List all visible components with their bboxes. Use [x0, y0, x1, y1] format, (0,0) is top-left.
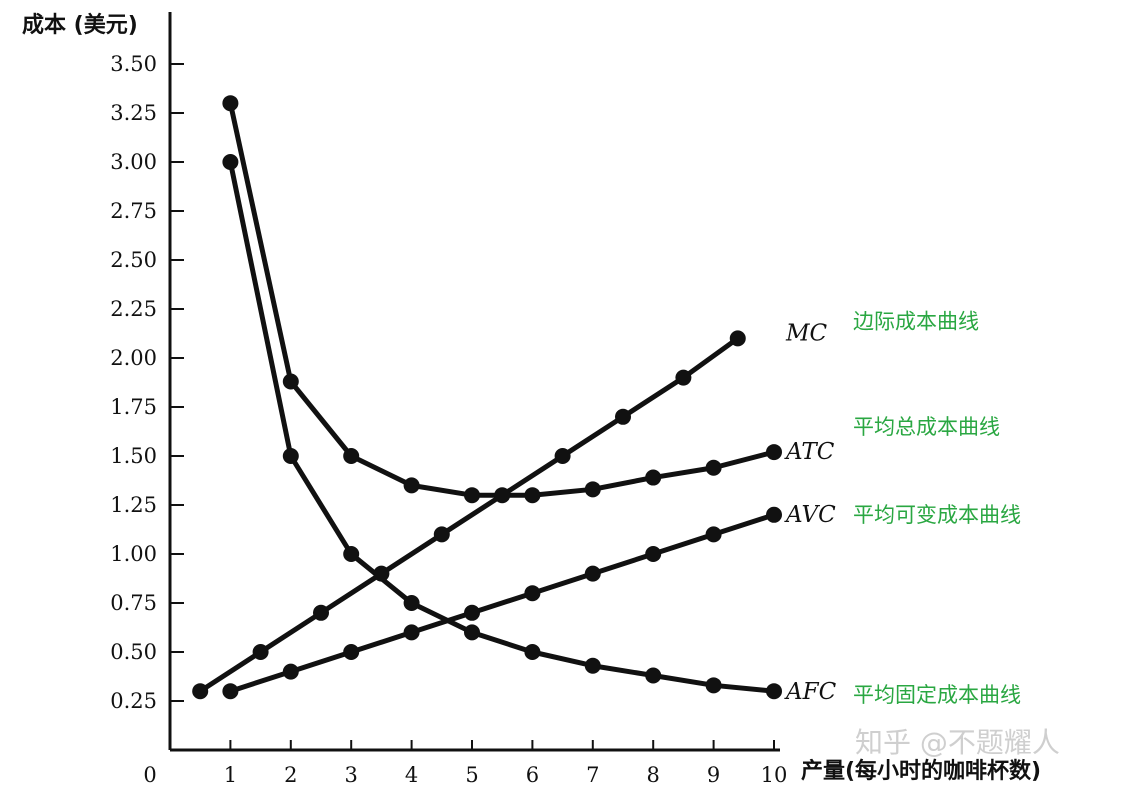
atc-point — [222, 95, 239, 112]
x-tick-label: 2 — [284, 763, 297, 787]
afc-point — [705, 677, 722, 694]
afc-series-label: 平均固定成本曲线 — [853, 683, 1021, 707]
mc-point — [252, 644, 269, 660]
avc-line — [227, 512, 777, 694]
x-tick-label: 3 — [345, 763, 358, 787]
y-tick-label: 2.50 — [110, 248, 157, 272]
avc-point — [403, 624, 420, 641]
x-tick-label: 1 — [224, 763, 237, 787]
series-lines — [197, 100, 777, 694]
mc-point — [192, 683, 209, 700]
mc-line — [197, 335, 741, 694]
watermark: 知乎 @不题耀人 — [855, 726, 1060, 759]
atc-line — [227, 100, 777, 498]
afc-point — [343, 546, 360, 562]
series-labels: MC 边际成本曲线 ATC 平均总成本曲线 AVC 平均可变成本曲线 AFC 平均固定成本曲线 — [784, 309, 1021, 707]
y-tick-label: 0.25 — [110, 689, 157, 713]
y-tick-label: 2.75 — [110, 199, 157, 223]
x-tick-label: 10 — [761, 763, 788, 787]
x-tick-label: 8 — [647, 763, 660, 787]
atc-point — [766, 444, 782, 461]
mc-point — [615, 408, 631, 425]
afc-series-name: AFC — [784, 679, 837, 705]
x-tick-label: 4 — [405, 763, 418, 787]
atc-point — [645, 469, 662, 486]
y-axis-title: 成本 (美元) — [22, 12, 138, 38]
origin-label: 0 — [143, 763, 156, 787]
afc-point — [645, 667, 662, 684]
series-points — [192, 95, 782, 700]
y-tick-label: 3.50 — [110, 52, 157, 76]
x-ticks: 1 2 3 4 5 6 7 8 9 10 — [224, 740, 788, 787]
avc-point — [464, 604, 480, 621]
atc-point — [584, 481, 601, 498]
atc-point — [282, 373, 299, 390]
afc-point — [403, 595, 420, 611]
atc-point — [464, 487, 480, 504]
avc-point — [343, 644, 360, 660]
y-tick-label: 2.25 — [110, 297, 157, 321]
avc-point — [524, 585, 541, 602]
atc-point — [705, 459, 722, 476]
y-tick-label: 1.00 — [110, 542, 157, 566]
y-tick-label: 3.00 — [110, 150, 157, 174]
x-tick-label: 9 — [707, 763, 720, 787]
afc-point — [766, 683, 782, 700]
y-tick-label: 1.25 — [110, 493, 157, 517]
afc-line — [227, 159, 777, 694]
avc-point — [222, 683, 239, 700]
y-tick-label: 2.00 — [110, 346, 157, 370]
avc-point — [584, 565, 601, 582]
x-tick-label: 6 — [526, 763, 539, 787]
mc-point — [494, 487, 511, 504]
y-tick-label: 3.25 — [110, 101, 157, 125]
afc-point — [222, 154, 239, 170]
afc-point — [282, 448, 299, 464]
y-tick-label: 0.75 — [110, 591, 157, 615]
mc-point — [554, 448, 571, 464]
atc-series-name: ATC — [784, 439, 835, 465]
mc-point — [373, 565, 390, 582]
y-tick-label: 0.50 — [110, 640, 157, 664]
mc-point — [433, 526, 450, 543]
avc-point — [282, 663, 299, 680]
afc-point — [464, 624, 480, 641]
avc-point — [766, 506, 782, 523]
mc-series-label: 边际成本曲线 — [853, 309, 979, 333]
afc-point — [584, 657, 601, 674]
mc-point — [729, 330, 746, 347]
atc-series-label: 平均总成本曲线 — [853, 415, 1000, 439]
mc-point — [313, 604, 329, 621]
atc-point — [403, 477, 420, 494]
y-tick-label: 1.75 — [110, 395, 157, 419]
atc-point — [343, 448, 360, 464]
x-tick-label: 5 — [465, 763, 478, 787]
avc-point — [705, 526, 722, 543]
y-tick-label: 1.50 — [110, 444, 157, 468]
mc-point — [675, 369, 692, 386]
y-ticks: 0.25 0.50 0.75 1.00 1.25 1.50 1.75 2.00 2.25 2.50… — [110, 52, 184, 713]
mc-series-name: MC — [785, 320, 828, 346]
x-axis-title: 产量(每小时的咖啡杯数) — [801, 758, 1041, 784]
avc-point — [645, 546, 662, 562]
afc-point — [524, 644, 541, 660]
avc-series-name: AVC — [784, 502, 836, 528]
avc-series-label: 平均可变成本曲线 — [853, 503, 1021, 527]
x-tick-label: 7 — [586, 763, 599, 787]
atc-point — [524, 487, 541, 504]
